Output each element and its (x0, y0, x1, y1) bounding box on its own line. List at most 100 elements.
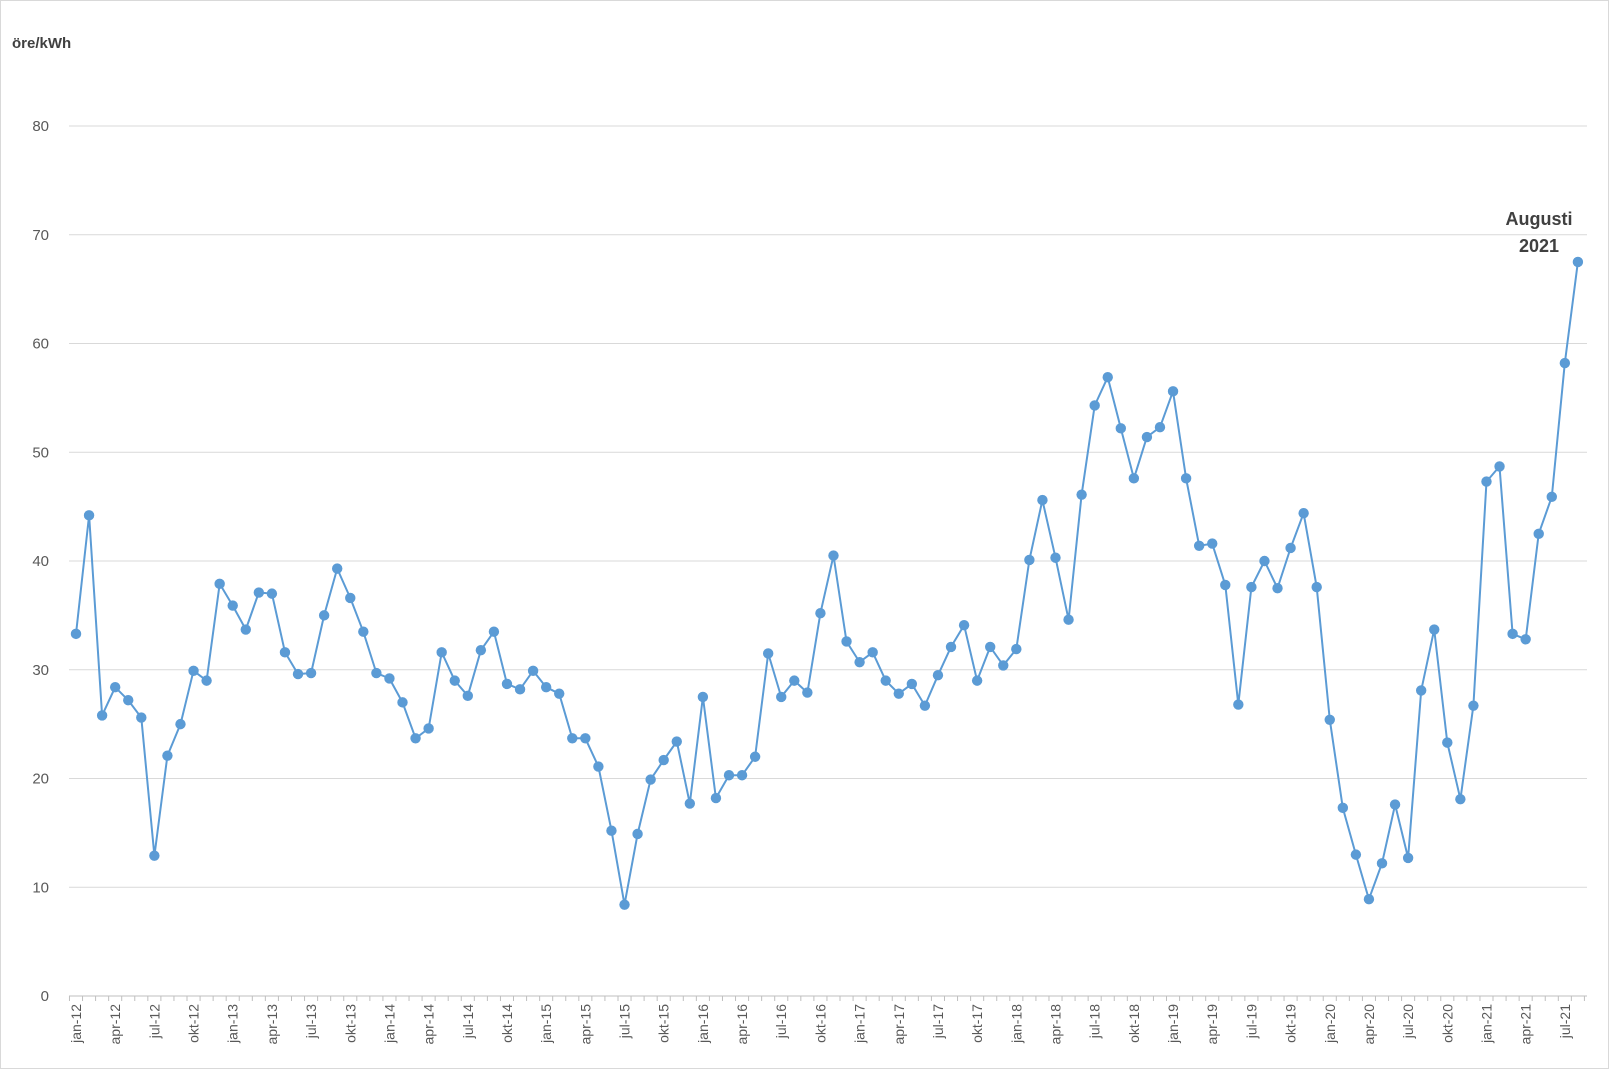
data-point (1207, 538, 1218, 549)
data-point (201, 675, 212, 686)
data-point (919, 700, 931, 711)
data-point (1507, 628, 1518, 640)
annotation-line-2: 2021 (1519, 236, 1559, 256)
data-point (514, 684, 526, 695)
data-point (501, 678, 513, 690)
data-point (1520, 634, 1531, 645)
data-point (162, 750, 173, 761)
data-point (1350, 849, 1362, 860)
y-tick-label: 0 (41, 988, 49, 1005)
data-point (1442, 737, 1453, 748)
data-point (710, 792, 722, 804)
data-point (83, 510, 95, 521)
x-tick-label: apr-14 (421, 1004, 437, 1045)
y-tick-label: 70 (32, 227, 49, 244)
data-point (1572, 256, 1584, 268)
x-tick-label: apr-20 (1361, 1004, 1377, 1045)
y-tick-label: 40 (32, 553, 49, 570)
x-tick-label: okt-14 (499, 1004, 515, 1043)
data-point (1376, 858, 1388, 869)
x-tick-label: jan-12 (68, 1004, 84, 1044)
data-point (1233, 699, 1244, 710)
series-group (70, 256, 1584, 910)
data-point (318, 610, 330, 621)
data-point (175, 718, 186, 730)
data-point (410, 733, 421, 744)
data-point (1011, 643, 1022, 655)
x-tick-label: jul-18 (1087, 1004, 1103, 1039)
data-point (540, 681, 552, 693)
data-point (1363, 894, 1375, 905)
data-point (1259, 555, 1270, 567)
data-point (1037, 494, 1048, 506)
data-point (475, 644, 487, 656)
data-point (1415, 685, 1427, 696)
data-point (893, 688, 904, 699)
data-point (1494, 461, 1505, 472)
data-point (985, 641, 996, 653)
data-point (1285, 542, 1296, 554)
data-point (841, 636, 852, 647)
data-point (1115, 423, 1127, 434)
x-tick-label: apr-15 (577, 1004, 593, 1045)
x-tick-label: jul-19 (1243, 1004, 1259, 1039)
x-tick-label: okt-15 (656, 1004, 672, 1043)
data-point (723, 770, 735, 781)
x-axis (68, 995, 1587, 1001)
x-tick-label: jul-13 (303, 1004, 319, 1039)
x-tick-label: jul-20 (1400, 1004, 1416, 1039)
data-point (776, 691, 787, 703)
x-tick-label: okt-16 (812, 1004, 828, 1043)
data-point (149, 850, 160, 861)
x-tick-label: apr-12 (107, 1004, 123, 1045)
data-point (554, 688, 565, 699)
data-point (1024, 554, 1035, 566)
data-point (123, 695, 134, 706)
data-point (567, 733, 578, 744)
data-point (1429, 624, 1440, 635)
y-tick-label: 50 (32, 444, 49, 461)
data-point (279, 647, 291, 658)
data-point (1063, 614, 1074, 625)
data-point (736, 770, 748, 781)
data-point (136, 712, 147, 723)
x-tick-label: okt-13 (342, 1004, 358, 1043)
x-tick-label: apr-21 (1518, 1004, 1534, 1045)
series-line (75, 261, 1579, 906)
y-tick-label: 60 (32, 336, 49, 353)
data-point (1246, 581, 1257, 593)
data-point (109, 681, 121, 693)
data-point (958, 619, 970, 631)
data-point (815, 608, 826, 619)
data-point (1076, 489, 1087, 500)
data-point (462, 690, 473, 702)
data-point (1546, 491, 1557, 503)
x-tick-label: apr-17 (891, 1004, 907, 1045)
data-point (684, 798, 696, 809)
x-tick-label: okt-18 (1126, 1004, 1142, 1043)
annotation-line-1: Augusti (1506, 209, 1573, 229)
x-tick-label: jan-15 (538, 1004, 554, 1044)
data-point (789, 675, 800, 686)
data-point (906, 678, 918, 690)
y-unit-label: öre/kWh (12, 35, 71, 52)
data-point (998, 660, 1009, 671)
data-point (371, 667, 382, 679)
annotation: Augusti 2021 (1506, 209, 1573, 256)
x-tick-label: apr-19 (1204, 1004, 1220, 1045)
x-tick-label: jul-12 (146, 1004, 162, 1039)
x-tick-label: jan-14 (381, 1004, 397, 1044)
data-point (384, 673, 395, 684)
data-point (1050, 552, 1061, 563)
data-point (1089, 400, 1100, 411)
gridlines (69, 125, 1587, 888)
data-point (1481, 476, 1492, 487)
data-point (580, 733, 591, 744)
data-point (96, 710, 108, 721)
x-tick-label: jul-15 (617, 1004, 633, 1039)
data-point (305, 667, 317, 679)
data-point (1167, 386, 1179, 397)
data-point (266, 588, 278, 599)
data-point (802, 687, 813, 698)
